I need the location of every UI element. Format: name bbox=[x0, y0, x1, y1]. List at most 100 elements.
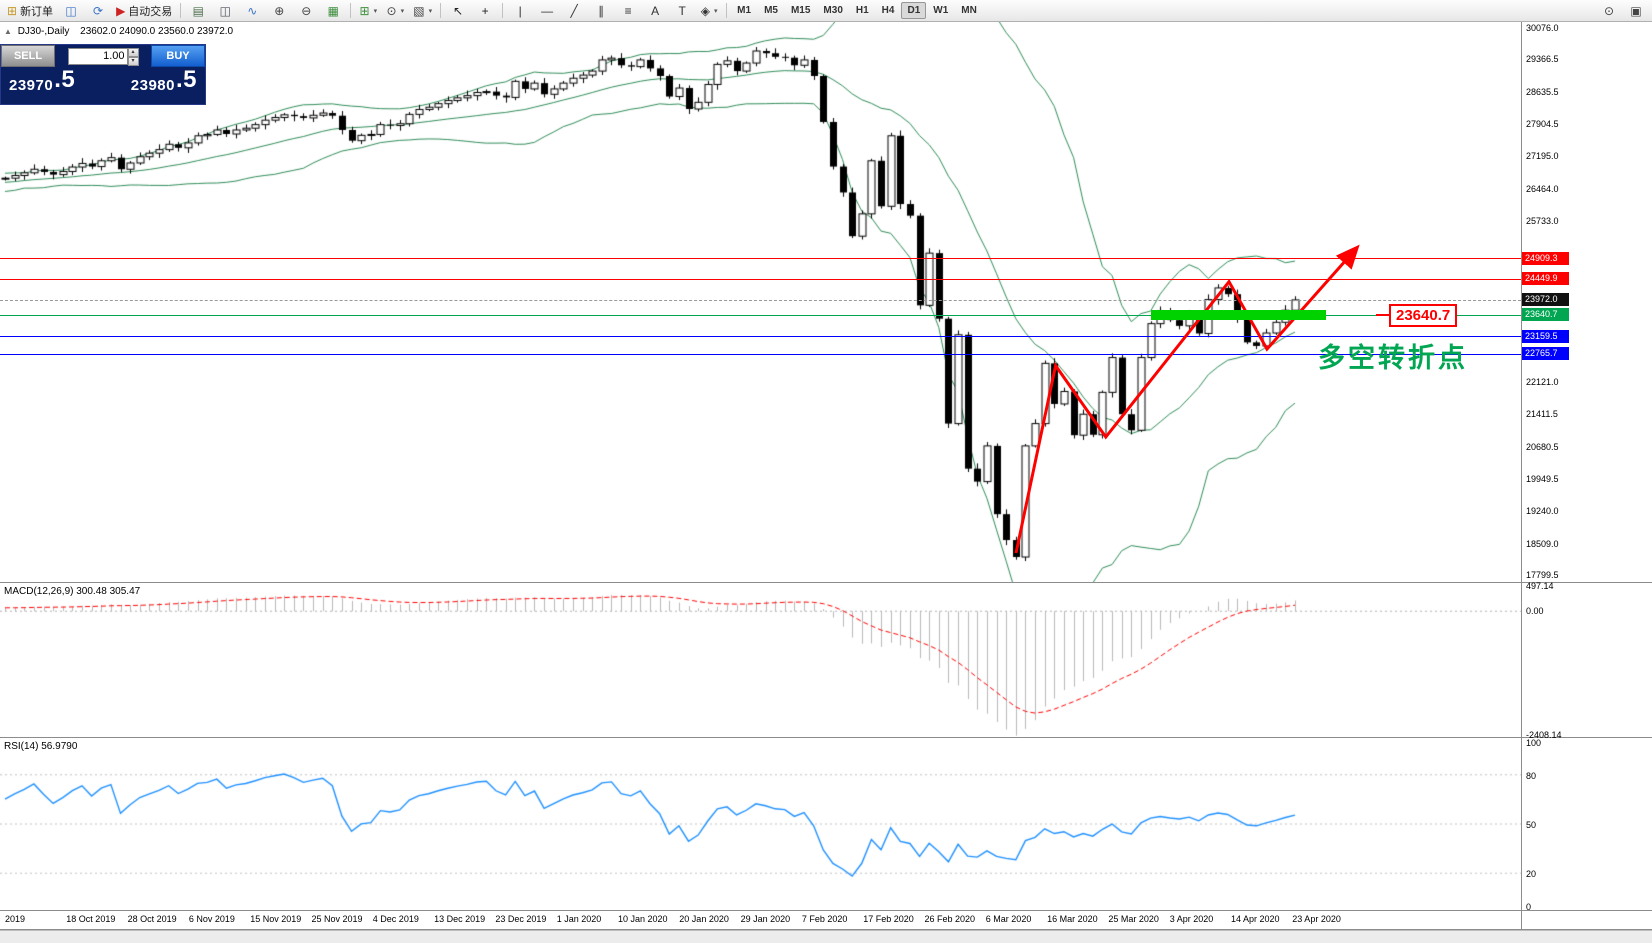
timeframe-m5[interactable]: M5 bbox=[764, 5, 778, 16]
macd-canvas[interactable] bbox=[0, 583, 1521, 737]
shapes-icon[interactable]: ◈ ▾ bbox=[696, 1, 722, 21]
text-icon: A bbox=[651, 3, 660, 18]
status-bar bbox=[0, 930, 1652, 943]
tile-windows-icon[interactable]: ▦ bbox=[320, 1, 346, 21]
zoom-in-icon[interactable]: ⊕ bbox=[266, 1, 292, 21]
new-order-button[interactable]: ⊞ 新订单 bbox=[3, 1, 57, 21]
time-axis-label: 18 Oct 2019 bbox=[66, 914, 116, 924]
support-line-1[interactable] bbox=[0, 336, 1521, 338]
timeframe-m30[interactable]: M30 bbox=[823, 5, 843, 16]
channel-icon[interactable]: ∥ bbox=[588, 1, 614, 21]
text-label-icon[interactable]: T bbox=[669, 1, 695, 21]
time-axis-label: 17 Feb 2020 bbox=[863, 914, 914, 924]
volume-input[interactable] bbox=[67, 47, 128, 65]
one-click-trade-panel: SELL ▴ ▾ BUY 23970.5 23980.5 bbox=[0, 44, 206, 105]
symbol-period-label: DJ30-,Daily bbox=[17, 26, 70, 37]
trendline-icon[interactable]: ╱ bbox=[561, 1, 587, 21]
timeframe-m1[interactable]: M1 bbox=[737, 5, 752, 16]
volume-down-button[interactable]: ▾ bbox=[127, 56, 139, 66]
zoom-out-icon[interactable]: ⊖ bbox=[293, 1, 319, 21]
time-axis-label: 23 Dec 2019 bbox=[495, 914, 547, 924]
support-zone[interactable] bbox=[1151, 309, 1327, 320]
search-icon[interactable]: ⊙ bbox=[1603, 3, 1615, 18]
rsi-axis-label: 20 bbox=[1526, 869, 1537, 880]
time-axis-label: 13 Dec 2019 bbox=[434, 914, 486, 924]
autotrading-icon: ▶ bbox=[116, 3, 126, 18]
time-axis-label: 25 Mar 2020 bbox=[1108, 914, 1159, 924]
bar-chart-icon[interactable]: ▤ bbox=[185, 1, 211, 21]
price-tag: 24449.9 bbox=[1522, 272, 1569, 286]
buy-price-fraction: .5 bbox=[175, 66, 197, 93]
callout-dash bbox=[1376, 314, 1389, 317]
support-line-2[interactable] bbox=[0, 353, 1521, 355]
time-axis-label: 14 Apr 2020 bbox=[1231, 914, 1280, 924]
price-axis-label: 17799.5 bbox=[1526, 570, 1559, 581]
price-axis-label: 28635.5 bbox=[1526, 86, 1559, 97]
time-axis-label: 28 Oct 2019 bbox=[127, 914, 177, 924]
vertical-line-icon: | bbox=[518, 3, 522, 18]
timeframe-mn[interactable]: MN bbox=[961, 5, 977, 16]
charts-window-icon[interactable]: ◫ bbox=[58, 1, 84, 21]
crosshair-icon: + bbox=[481, 3, 489, 18]
trade-panel-controls: SELL ▴ ▾ BUY bbox=[1, 45, 205, 67]
price-axis-label: 18509.0 bbox=[1526, 538, 1559, 549]
horizontal-line-icon[interactable]: — bbox=[534, 1, 560, 21]
autotrading-button[interactable]: ▶ 自动交易 bbox=[112, 1, 176, 21]
workspace-icon[interactable]: ▣ bbox=[1630, 3, 1642, 18]
collapse-triangle-icon[interactable]: ▲ bbox=[4, 27, 12, 36]
price-axis-label: 21411.5 bbox=[1526, 409, 1558, 420]
toolbar-separator bbox=[440, 3, 442, 18]
buy-button[interactable]: BUY bbox=[151, 45, 205, 67]
zoom-out-icon: ⊖ bbox=[301, 3, 312, 18]
timeframe-w1[interactable]: W1 bbox=[933, 5, 949, 16]
timeframe-h1[interactable]: H1 bbox=[855, 5, 869, 16]
timeframe-h4[interactable]: H4 bbox=[881, 5, 895, 16]
period-menu-icon[interactable]: ⊙ ▾ bbox=[382, 1, 408, 21]
dropdown-caret-icon: ▾ bbox=[400, 7, 405, 15]
toolbar-separator bbox=[180, 3, 182, 18]
candlestick-chart-icon[interactable]: ◫ bbox=[212, 1, 238, 21]
price-axis-label: 19949.5 bbox=[1526, 474, 1559, 485]
time-axis-label: 25 Nov 2019 bbox=[311, 914, 363, 924]
price-callout[interactable]: 23640.7 bbox=[1376, 303, 1458, 327]
bull-bear-turning-point-annotation[interactable]: 多空转折点 bbox=[1318, 343, 1468, 373]
price-axis-label: 22121.0 bbox=[1526, 377, 1559, 388]
main-macd-divider[interactable] bbox=[0, 582, 1652, 583]
price-axis-label: 30076.0 bbox=[1526, 22, 1559, 33]
ohlc-values: 23602.0 24090.0 23560.0 23972.0 bbox=[80, 26, 234, 37]
candlestick-chart-canvas[interactable] bbox=[0, 22, 1521, 582]
time-axis-label: 10 Jan 2020 bbox=[618, 914, 668, 924]
resistance-line-2[interactable] bbox=[0, 278, 1521, 280]
macd-axis-label: 0.00 bbox=[1526, 606, 1544, 617]
cursor-icon[interactable]: ↖ bbox=[445, 1, 471, 21]
line-chart-icon[interactable]: ∿ bbox=[239, 1, 265, 21]
fibonacci-icon[interactable]: ≡ bbox=[615, 1, 641, 21]
pivot-line[interactable] bbox=[0, 314, 1521, 316]
crosshair-icon[interactable]: + bbox=[472, 1, 498, 21]
vertical-line-icon[interactable]: | bbox=[507, 1, 533, 21]
new-order-icon: ⊞ bbox=[7, 3, 18, 18]
line-chart-icon: ∿ bbox=[247, 3, 258, 18]
price-tag: 23159.5 bbox=[1522, 329, 1569, 343]
text-icon[interactable]: A bbox=[642, 1, 668, 21]
sell-button[interactable]: SELL bbox=[1, 45, 55, 67]
profiles-icon[interactable]: ⟳ bbox=[85, 1, 111, 21]
resistance-line-1[interactable] bbox=[0, 258, 1521, 260]
new-chart-icon[interactable]: ⊞ ▾ bbox=[355, 1, 381, 21]
rsi-canvas[interactable] bbox=[0, 738, 1521, 910]
timeframe-m15[interactable]: M15 bbox=[790, 5, 811, 16]
price-tag: 23972.0 bbox=[1522, 293, 1569, 307]
time-axis-label: 1 Jan 2020 bbox=[556, 914, 602, 924]
time-axis-label: 20 Jan 2020 bbox=[679, 914, 729, 924]
bid-price-line[interactable] bbox=[0, 299, 1521, 301]
price-tag: 22765.7 bbox=[1522, 347, 1569, 361]
rsi-axis-label: 80 bbox=[1526, 770, 1537, 781]
timeframe-d1[interactable]: D1 bbox=[901, 2, 927, 19]
volume-up-button[interactable]: ▴ bbox=[127, 47, 139, 57]
macd-rsi-divider[interactable] bbox=[0, 737, 1652, 738]
channel-icon: ∥ bbox=[598, 3, 605, 18]
buy-price: 23980.5 bbox=[130, 66, 197, 94]
callout-box: 23640.7 bbox=[1389, 303, 1458, 327]
templates-icon[interactable]: ▧ ▾ bbox=[409, 1, 436, 21]
